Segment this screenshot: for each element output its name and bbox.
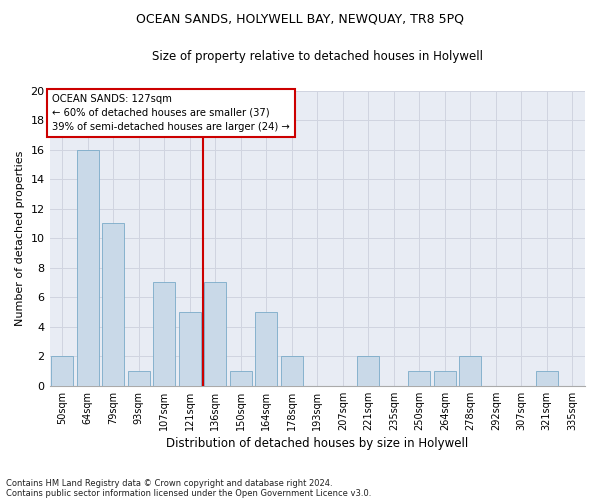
Text: Contains public sector information licensed under the Open Government Licence v3: Contains public sector information licen… [6,488,371,498]
Bar [281,356,302,386]
Bar [409,371,430,386]
Bar [52,356,73,386]
Bar [205,282,226,386]
Title: Size of property relative to detached houses in Holywell: Size of property relative to detached ho… [152,50,483,63]
Bar [536,371,557,386]
Bar [128,371,149,386]
Bar [103,224,124,386]
Bar [256,312,277,386]
Bar [358,356,379,386]
Text: OCEAN SANDS, HOLYWELL BAY, NEWQUAY, TR8 5PQ: OCEAN SANDS, HOLYWELL BAY, NEWQUAY, TR8 … [136,12,464,26]
Y-axis label: Number of detached properties: Number of detached properties [15,150,25,326]
X-axis label: Distribution of detached houses by size in Holywell: Distribution of detached houses by size … [166,437,469,450]
Bar [77,150,98,386]
Bar [154,282,175,386]
Bar [460,356,481,386]
Bar [434,371,455,386]
Bar [230,371,251,386]
Bar [179,312,200,386]
Text: Contains HM Land Registry data © Crown copyright and database right 2024.: Contains HM Land Registry data © Crown c… [6,478,332,488]
Text: OCEAN SANDS: 127sqm
← 60% of detached houses are smaller (37)
39% of semi-detach: OCEAN SANDS: 127sqm ← 60% of detached ho… [52,94,290,132]
